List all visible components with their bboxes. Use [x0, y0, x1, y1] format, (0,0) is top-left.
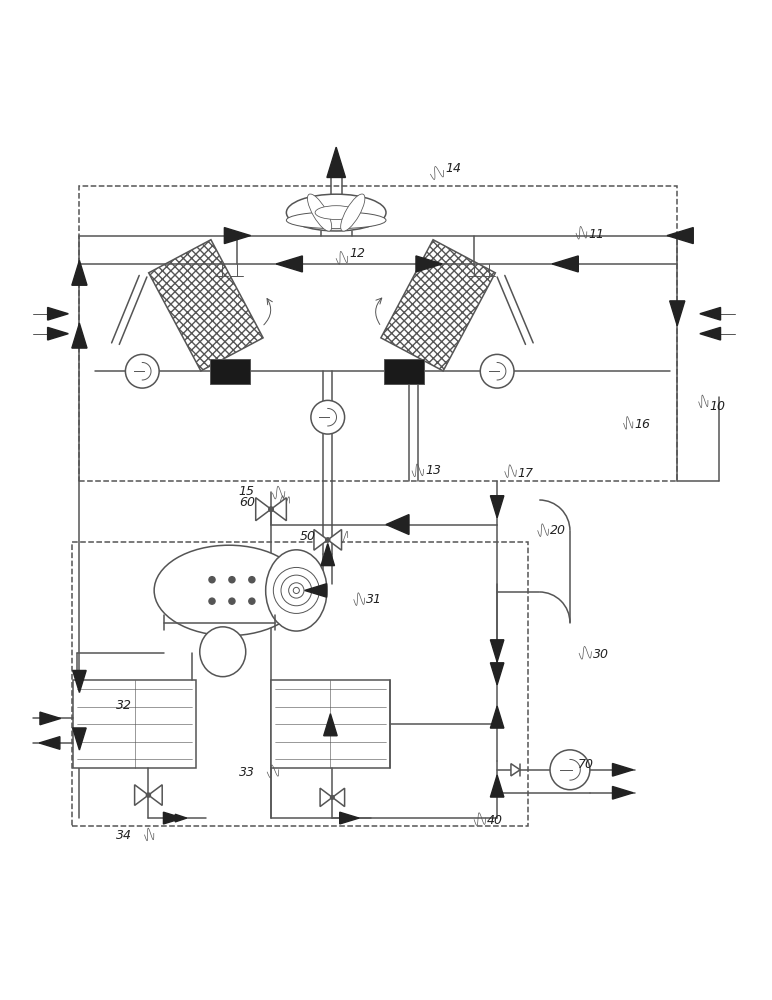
Polygon shape	[320, 788, 333, 807]
Bar	[73, 680, 196, 768]
Polygon shape	[667, 228, 693, 244]
Circle shape	[249, 598, 255, 604]
Polygon shape	[552, 256, 578, 272]
Ellipse shape	[307, 194, 332, 231]
Ellipse shape	[315, 206, 357, 219]
Polygon shape	[271, 498, 286, 521]
Polygon shape	[700, 307, 720, 320]
Polygon shape	[490, 706, 504, 728]
Polygon shape	[700, 327, 720, 340]
Text: 12: 12	[349, 247, 365, 260]
Text: 31: 31	[366, 593, 382, 606]
Polygon shape	[73, 670, 86, 693]
Ellipse shape	[154, 545, 303, 636]
Circle shape	[550, 750, 590, 790]
Polygon shape	[175, 814, 187, 822]
Polygon shape	[72, 260, 87, 285]
Polygon shape	[40, 712, 61, 725]
Bar	[72, 542, 528, 826]
Polygon shape	[327, 147, 345, 177]
Text: 32: 32	[117, 699, 132, 712]
Bar	[80, 186, 677, 481]
Circle shape	[480, 354, 514, 388]
Text: 16: 16	[635, 418, 650, 431]
Polygon shape	[669, 301, 685, 326]
Text: 33: 33	[239, 766, 255, 779]
Text: 17: 17	[518, 467, 533, 480]
Polygon shape	[256, 498, 271, 521]
Circle shape	[147, 793, 151, 797]
Circle shape	[229, 577, 235, 583]
Polygon shape	[333, 788, 344, 807]
Text: 14: 14	[445, 162, 462, 175]
Polygon shape	[490, 640, 504, 662]
Polygon shape	[490, 775, 504, 797]
Circle shape	[229, 598, 235, 604]
Text: 40: 40	[487, 814, 503, 827]
Polygon shape	[511, 764, 520, 776]
Circle shape	[326, 538, 330, 542]
Polygon shape	[134, 785, 148, 805]
Circle shape	[330, 796, 334, 799]
Polygon shape	[416, 256, 442, 272]
Polygon shape	[321, 544, 334, 566]
Polygon shape	[73, 728, 86, 750]
Polygon shape	[48, 307, 68, 320]
Circle shape	[249, 577, 255, 583]
Text: 20: 20	[550, 524, 566, 537]
Polygon shape	[148, 785, 162, 805]
Text: 10: 10	[709, 400, 726, 413]
Circle shape	[209, 577, 215, 583]
Polygon shape	[340, 812, 359, 824]
Text: 13: 13	[425, 464, 441, 477]
Polygon shape	[612, 763, 633, 776]
Polygon shape	[48, 327, 68, 340]
Polygon shape	[305, 584, 327, 597]
Polygon shape	[490, 663, 504, 685]
Polygon shape	[72, 323, 87, 348]
Text: 30: 30	[593, 648, 609, 661]
Bar	[384, 359, 425, 384]
Ellipse shape	[200, 627, 245, 677]
Circle shape	[269, 507, 273, 511]
Polygon shape	[314, 530, 328, 550]
Text: 11: 11	[588, 228, 604, 241]
Polygon shape	[328, 530, 341, 550]
Bar	[210, 359, 249, 384]
Polygon shape	[612, 786, 633, 799]
Circle shape	[125, 354, 159, 388]
Polygon shape	[225, 228, 251, 244]
Ellipse shape	[340, 194, 365, 231]
Ellipse shape	[286, 212, 386, 229]
Ellipse shape	[266, 550, 327, 631]
Text: 15: 15	[239, 485, 255, 498]
Polygon shape	[164, 812, 183, 824]
Polygon shape	[276, 256, 303, 272]
Polygon shape	[39, 737, 60, 749]
Text: 50: 50	[300, 530, 316, 543]
Bar	[271, 680, 390, 768]
Circle shape	[209, 598, 215, 604]
Polygon shape	[386, 515, 409, 534]
Text: 70: 70	[577, 758, 594, 771]
Polygon shape	[323, 714, 337, 736]
Circle shape	[311, 400, 344, 434]
Ellipse shape	[286, 194, 386, 231]
Polygon shape	[490, 496, 504, 518]
Text: 60: 60	[239, 496, 255, 509]
Text: 34: 34	[117, 829, 132, 842]
